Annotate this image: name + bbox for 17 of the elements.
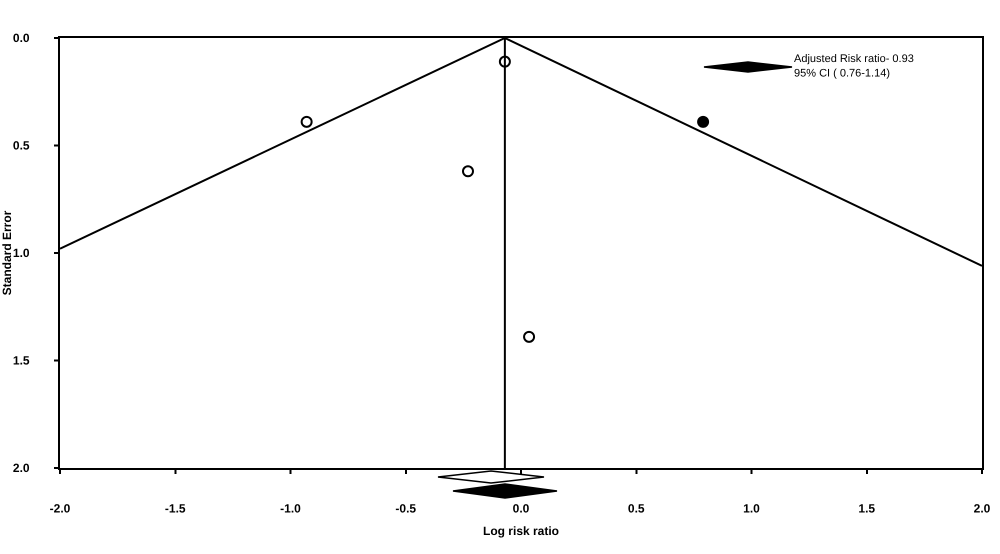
y-axis-title: Standard Error [0,210,14,296]
y-tick-label: 1.5 [12,354,30,368]
x-tick-label: 2.0 [974,501,991,516]
x-tick-label: 0.0 [512,501,530,516]
y-tick-label: 2.0 [12,461,30,476]
x-tick-label: -2.0 [50,501,71,516]
x-tick-label: 1.0 [743,501,760,516]
x-tick-label: -1.0 [280,501,302,516]
x-tick-label: -1.5 [164,501,186,516]
x-tick-label: 1.5 [858,501,876,516]
x-axis-title: Log risk ratio [482,524,560,538]
annotation: Adjusted Risk ratio- 0.93 95% CI ( 0.76-1.14) [794,53,914,80]
x-tick-label: -0.5 [395,501,416,516]
y-tick-label: 0.0 [12,31,30,46]
y-tick-label: 1.0 [12,246,30,260]
x-tick-label: 0.5 [628,501,645,516]
y-tick-label: 0.5 [12,138,30,153]
